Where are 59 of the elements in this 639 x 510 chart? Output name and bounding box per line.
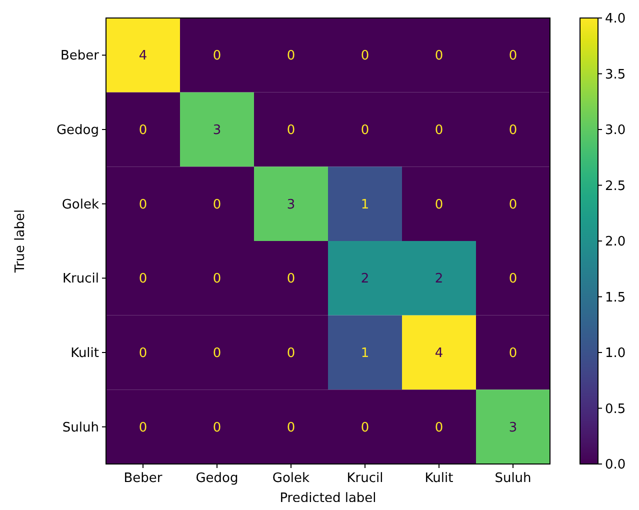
data-label: 0 <box>508 123 518 138</box>
data-label: 0 <box>138 123 148 138</box>
data-label: 1 <box>360 346 370 362</box>
x-tick-label: Suluh <box>494 471 532 486</box>
y-tick-label: Krucil <box>62 272 99 287</box>
data-label: 2 <box>360 272 370 287</box>
data-label: 0 <box>360 420 370 436</box>
y-tick-label: Suluh <box>62 420 99 436</box>
x-tick-label: Kulit <box>424 471 454 486</box>
color-bar-label: 2.0 <box>605 234 626 250</box>
data-label: 1 <box>360 197 370 212</box>
color-bar-label: 2.5 <box>605 178 626 194</box>
x-tick-label: Golek <box>272 471 310 486</box>
data-label: 0 <box>212 272 222 287</box>
data-label: 3 <box>286 197 296 212</box>
data-label: 0 <box>138 420 148 436</box>
data-label: 0 <box>286 272 296 287</box>
x-tick-label: Gedog <box>196 471 238 486</box>
color-bar-label: 4.0 <box>605 12 626 27</box>
y-tick-label: Golek <box>62 197 100 212</box>
data-label: 0 <box>138 346 148 362</box>
x-tick-label: Krucil <box>346 471 384 486</box>
y-tick-label: Beber <box>60 48 100 64</box>
data-label: 0 <box>434 48 444 64</box>
data-label: 3 <box>212 123 222 138</box>
data-label: 0 <box>212 197 222 212</box>
data-label: 0 <box>138 197 148 212</box>
y-tick-label: Gedog <box>56 123 99 138</box>
data-label: 0 <box>360 48 370 64</box>
x-axis-title: Predicted label <box>280 491 376 506</box>
data-label: 0 <box>286 346 296 362</box>
data-label: 0 <box>508 197 518 212</box>
data-label: 4 <box>138 48 148 64</box>
y-axis-title: True label <box>13 209 28 274</box>
data-label: 0 <box>434 197 444 212</box>
color-bar-label: 1.0 <box>605 346 626 362</box>
data-label: 2 <box>434 272 444 287</box>
y-tick-label: Kulit <box>70 346 99 362</box>
color-bar-label: 3.0 <box>605 123 626 138</box>
data-label: 0 <box>360 123 370 138</box>
color-bar-label: 0.0 <box>605 458 626 473</box>
x-tick-label: Beber <box>124 471 163 486</box>
data-label: 0 <box>286 123 296 138</box>
data-label: 3 <box>508 420 518 436</box>
data-label: 0 <box>508 346 518 362</box>
data-label: 0 <box>508 48 518 64</box>
data-label: 0 <box>434 420 444 436</box>
data-label: 0 <box>212 346 222 362</box>
data-label: 4 <box>434 346 444 362</box>
data-label: 0 <box>212 48 222 64</box>
color-bar-label: 1.5 <box>605 290 626 306</box>
data-label: 0 <box>508 272 518 287</box>
color-bar-label: 3.5 <box>605 67 626 82</box>
data-label: 0 <box>434 123 444 138</box>
data-label: 0 <box>286 48 296 64</box>
data-label: 0 <box>286 420 296 436</box>
data-label: 0 <box>212 420 222 436</box>
color-bar-label: 0.5 <box>605 402 626 417</box>
data-label: 0 <box>138 272 148 287</box>
